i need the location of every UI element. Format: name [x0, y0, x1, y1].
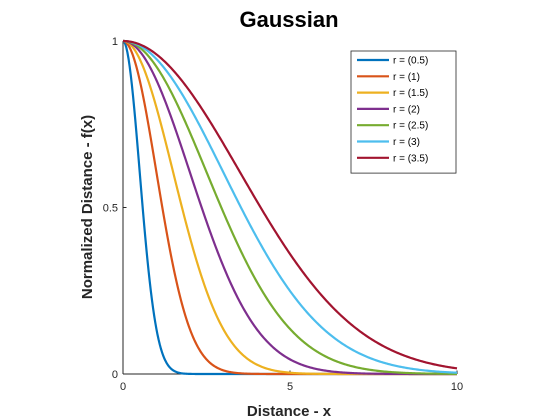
legend-entry: r = (3) [393, 137, 420, 148]
y-axis-label: Normalized Distance - f(x) [79, 115, 96, 299]
series-line-2 [122, 39, 457, 376]
plot-area: 0 5 10 0 0.5 1 [103, 36, 463, 393]
x-axis-label: Distance - x [247, 403, 332, 420]
series-line-2-5 [122, 39, 458, 375]
legend-entry: r = (0.5) [393, 56, 428, 67]
y-tick-label: 1 [112, 36, 118, 48]
series-line-3-5 [122, 39, 458, 370]
chart-title: Gaussian [239, 7, 338, 32]
legend-box [350, 50, 457, 174]
legend: r = (0.5) r = (1) r = (1.5) r = (2) r = (2.5… [350, 50, 457, 174]
legend-entry: r = (1.5) [393, 88, 428, 99]
x-tick-label: 10 [451, 381, 463, 393]
y-tick-label: 0 [112, 369, 118, 381]
x-tick-label: 0 [120, 381, 126, 393]
legend-entry: r = (3.5) [393, 153, 428, 164]
legend-entry: r = (1) [393, 72, 420, 83]
legend-entry: r = (2) [393, 104, 420, 115]
series-line-3 [122, 39, 458, 374]
x-tick-label: 5 [287, 381, 293, 393]
y-tick-label: 0.5 [103, 203, 118, 215]
legend-entry: r = (2.5) [393, 121, 428, 132]
